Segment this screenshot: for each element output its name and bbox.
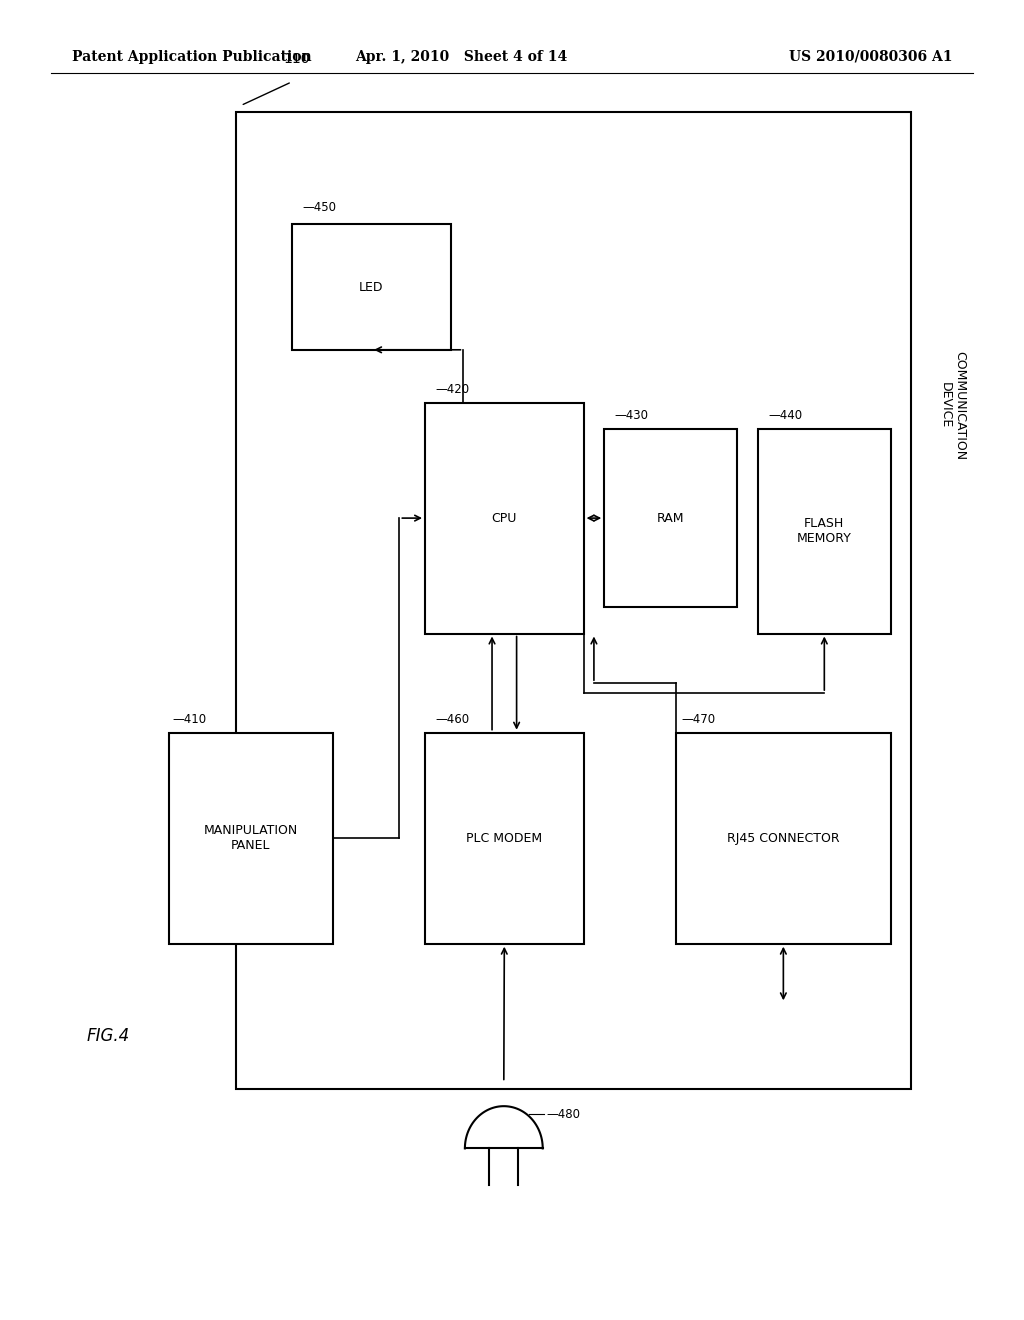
Text: RJ45 CONNECTOR: RJ45 CONNECTOR: [727, 832, 840, 845]
Text: PLC MODEM: PLC MODEM: [466, 832, 543, 845]
Bar: [758, 429, 891, 634]
Text: —440: —440: [768, 409, 802, 422]
Text: —470: —470: [681, 713, 715, 726]
Bar: [425, 403, 584, 634]
Text: FIG.4: FIG.4: [87, 1027, 130, 1045]
Text: Apr. 1, 2010   Sheet 4 of 14: Apr. 1, 2010 Sheet 4 of 14: [354, 50, 567, 63]
Text: —480: —480: [547, 1107, 581, 1121]
Text: RAM: RAM: [657, 512, 684, 524]
Text: —410: —410: [172, 713, 206, 726]
Bar: [169, 733, 333, 944]
Text: LED: LED: [359, 281, 383, 293]
Text: CPU: CPU: [492, 512, 517, 524]
Text: —460: —460: [435, 713, 469, 726]
Text: FLASH
MEMORY: FLASH MEMORY: [797, 517, 852, 545]
Text: —450: —450: [302, 201, 336, 214]
Text: 110: 110: [284, 51, 310, 66]
Bar: [676, 733, 891, 944]
Bar: [292, 224, 451, 350]
Text: Patent Application Publication: Patent Application Publication: [72, 50, 311, 63]
Text: US 2010/0080306 A1: US 2010/0080306 A1: [788, 50, 952, 63]
Text: —430: —430: [614, 409, 648, 422]
Bar: [604, 429, 737, 607]
Text: MANIPULATION
PANEL: MANIPULATION PANEL: [204, 824, 298, 853]
Bar: [425, 733, 584, 944]
Text: —420: —420: [435, 383, 469, 396]
Text: COMMUNICATION
DEVICE: COMMUNICATION DEVICE: [938, 351, 967, 459]
Bar: [236, 112, 911, 1089]
